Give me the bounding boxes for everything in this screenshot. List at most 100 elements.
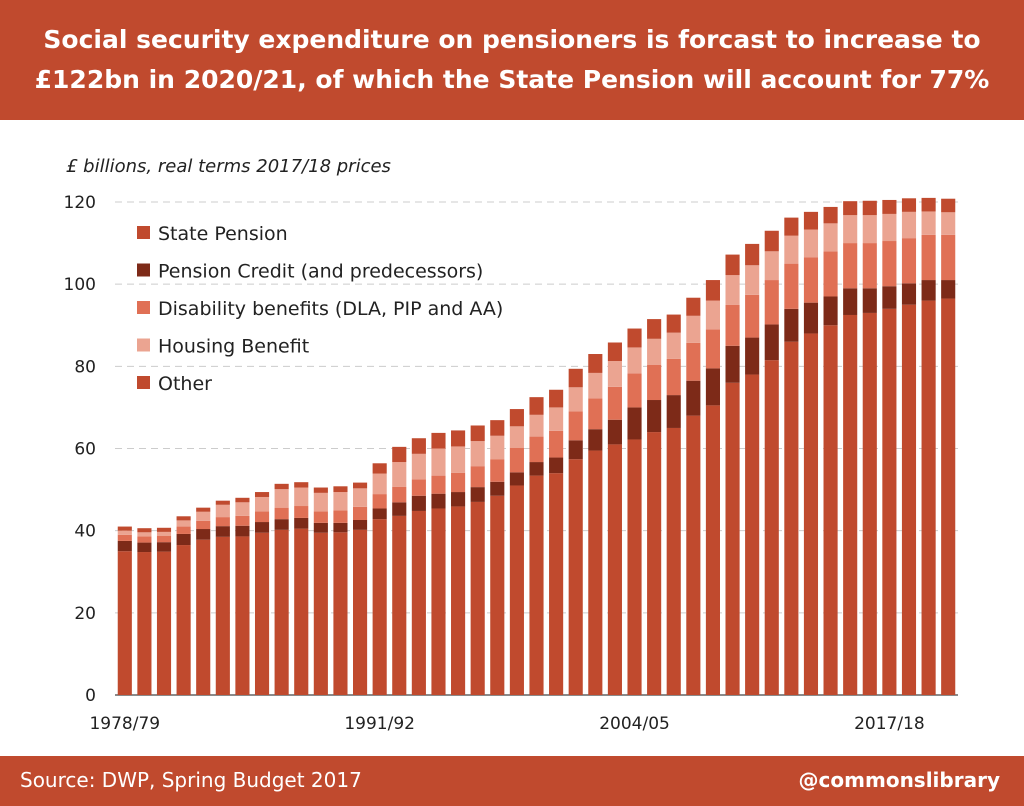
bar-stack [137,528,152,695]
bar-segment-2 [588,398,603,430]
bar-stack [666,314,681,695]
bar-stack [411,438,426,695]
bar-stack [764,230,779,695]
bar-segment-2 [353,506,368,520]
x-axis-ticks: 1978/79 1991/92 2004/05 2017/18 [89,714,924,734]
bar-segment-4 [568,368,583,388]
bar-segment-0 [470,501,485,695]
bar-segment-4 [451,430,466,447]
bar-segment-1 [725,345,740,383]
legend-label: Pension Credit (and predecessors) [158,261,483,283]
bar-segment-1 [941,280,956,299]
bar-segment-3 [235,502,250,516]
bar-segment-1 [411,495,426,511]
bar-stack [176,516,191,695]
bar-segment-0 [568,459,583,695]
bar-stack [274,483,289,695]
bar-segment-2 [941,234,956,281]
bar-segment-3 [196,511,211,521]
bar-segment-0 [803,333,819,695]
bar-segment-3 [647,338,662,365]
chart: £ billions, real terms 2017/18 prices 0 2… [64,156,958,734]
bar-segment-1 [647,400,662,433]
bar-segment-2 [921,234,936,281]
bar-stack [333,486,348,695]
bar-segment-0 [353,529,368,695]
bar-segment-3 [451,446,466,473]
bar-segment-3 [725,275,740,305]
bar-segment-2 [725,304,740,346]
bar-segment-3 [372,473,387,495]
bar-segment-1 [882,286,897,309]
bar-segment-1 [294,517,309,529]
bar-stack [803,211,819,695]
page-title: Social security expenditure on pensioner… [34,25,990,94]
bar-stack [568,368,583,695]
y-tick-label: 100 [64,275,96,295]
bar-segment-1 [607,419,622,445]
bar-segment-1 [901,283,917,305]
bar-segment-4 [294,482,309,488]
bar-stack [784,217,799,695]
bar-stack [235,497,250,695]
bar-segment-0 [451,506,466,695]
bar-segment-4 [607,342,622,361]
bar-segment-3 [666,332,681,359]
bar-segment-0 [490,495,505,695]
bar-segment-3 [549,407,564,431]
bar-stack [451,430,466,695]
bar-segment-4 [235,497,250,503]
bar-segment-2 [529,436,544,463]
bar-stack [725,254,740,695]
bar-segment-1 [568,440,583,460]
bar-stack [372,463,387,695]
bar-segment-4 [196,507,211,512]
bar-segment-0 [392,515,407,695]
bar-segment-0 [647,432,662,695]
bar-segment-0 [607,444,622,695]
bar-segment-2 [666,358,681,396]
bar-segment-2 [392,486,407,503]
bar-segment-0 [235,536,250,695]
bar-segment-2 [764,280,779,325]
bar-stack [254,492,270,695]
bar-segment-3 [117,530,132,535]
y-tick-label: 120 [64,193,96,213]
bar-segment-3 [784,235,799,264]
legend-swatch [137,338,150,352]
bar-segment-2 [470,466,485,488]
bar-segment-0 [823,325,838,695]
bar-stack [313,487,328,695]
bar-segment-1 [823,296,838,326]
bar-segment-1 [627,407,642,440]
bar-segment-2 [156,536,172,543]
bar-segment-1 [470,487,485,502]
bar-segment-0 [843,314,858,695]
x-tick-label: 2017/18 [854,714,925,734]
bar-stack [490,420,505,695]
bar-stack [843,201,858,695]
bar-segment-1 [764,324,779,361]
bar-segment-0 [627,439,642,695]
bar-segment-3 [588,372,603,399]
bar-segment-2 [176,526,191,534]
bar-segment-3 [333,492,348,511]
bar-segment-2 [882,241,897,287]
bar-stack [196,507,211,695]
bar-segment-2 [215,517,230,527]
bar-segment-1 [353,519,368,530]
bar-stack [882,199,897,695]
bar-segment-1 [117,540,132,552]
bar-segment-2 [333,510,348,523]
bar-segment-2 [411,479,426,496]
bar-segment-4 [490,420,505,436]
bar-segment-3 [176,520,191,527]
bar-segment-4 [862,200,877,216]
bar-segment-4 [764,230,779,252]
legend: State Pension Pension Credit (and predece… [137,223,503,395]
bar-segment-3 [274,489,289,508]
legend-label: Disability benefits (DLA, PIP and AA) [158,298,503,320]
bar-segment-1 [451,492,466,507]
bar-stack [588,354,603,695]
bar-segment-0 [764,360,779,695]
